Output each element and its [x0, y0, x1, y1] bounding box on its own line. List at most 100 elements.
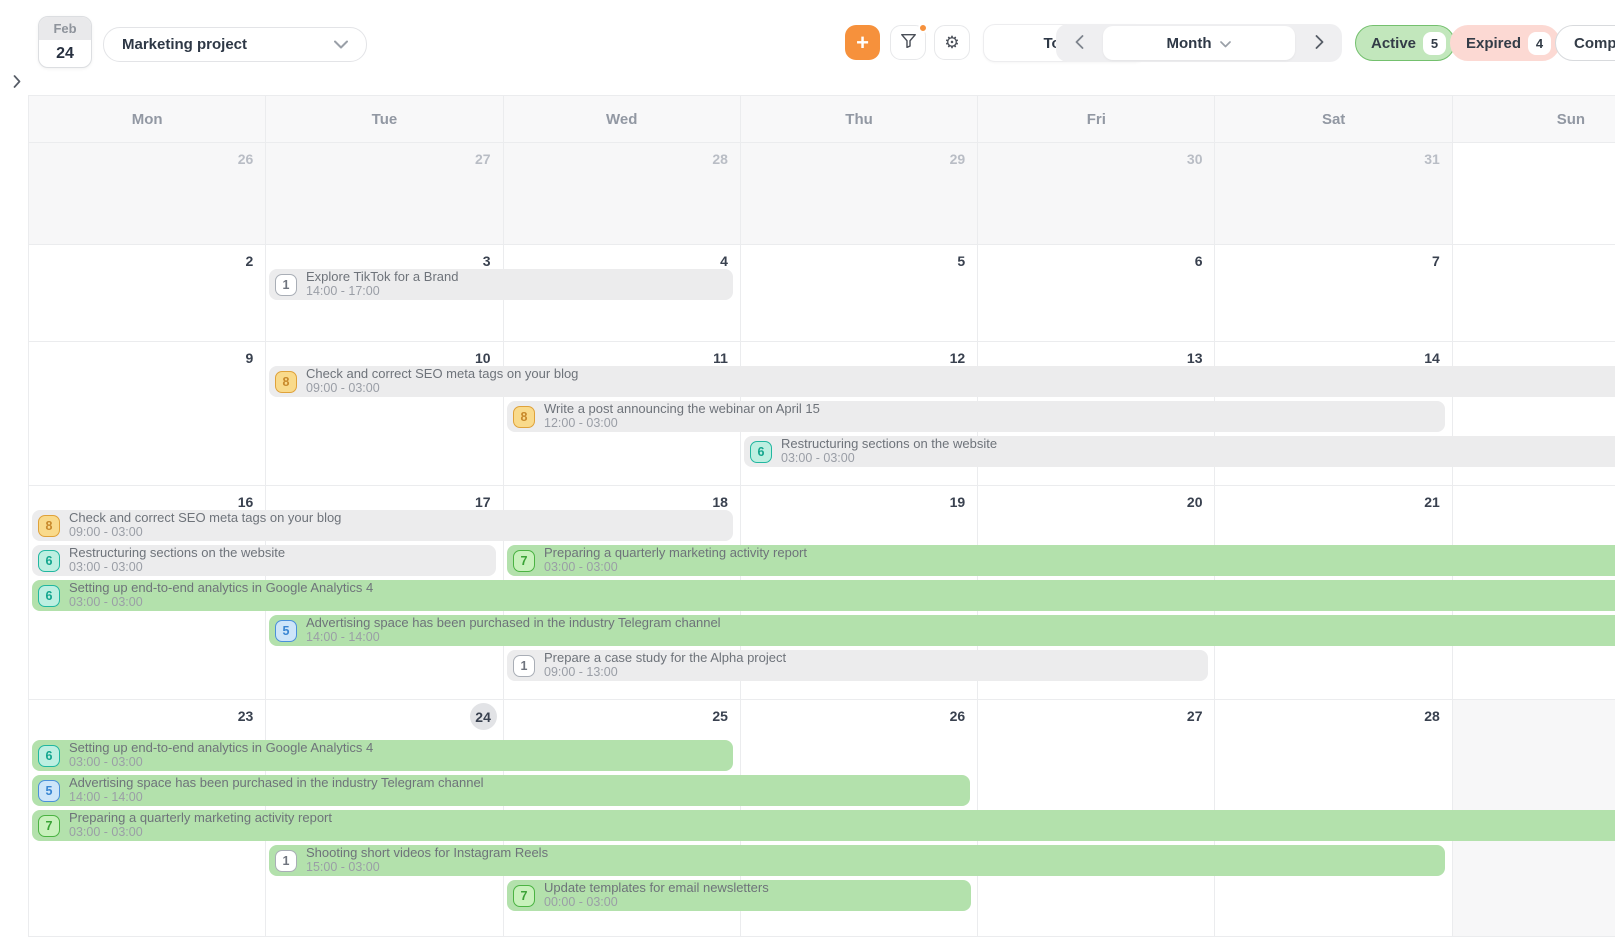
view-mode-select[interactable]: Month [1103, 26, 1295, 60]
event-title: Advertising space has been purchased in … [69, 776, 484, 791]
event-title: Restructuring sections on the website [781, 437, 998, 452]
day-number: 3 [482, 253, 491, 269]
event-number-badge: 5 [275, 619, 297, 642]
day-number: 6 [1194, 253, 1203, 269]
day-cell[interactable]: 27 [266, 143, 504, 245]
event-bar[interactable]: 5 Advertising space has been purchased i… [32, 775, 970, 806]
weekday-tue: Tue [266, 96, 504, 142]
event-title: Write a post announcing the webinar on A… [544, 402, 820, 417]
day-number: 29 [949, 151, 966, 167]
day-cell[interactable]: 28 [503, 143, 741, 245]
plus-icon: + [856, 29, 869, 55]
filter-pill-active[interactable]: Active 5 [1355, 25, 1456, 61]
day-number: 27 [475, 151, 491, 167]
event-time: 12:00 - 03:00 [544, 416, 618, 431]
event-time: 09:00 - 03:00 [306, 381, 380, 396]
event-bar[interactable]: 7 Preparing a quarterly marketing activi… [32, 810, 1615, 841]
add-task-button[interactable]: + [845, 25, 880, 60]
chevron-left-icon [1075, 34, 1084, 52]
weekday-thu: Thu [741, 96, 979, 142]
day-number: 30 [1186, 151, 1203, 167]
filter-pill-expired[interactable]: Expired 4 [1450, 25, 1561, 61]
day-number: 21 [1424, 494, 1440, 510]
event-number-badge: 8 [513, 405, 535, 428]
day-cell[interactable]: 9 [29, 342, 267, 486]
day-cell[interactable] [1452, 143, 1615, 245]
event-title: Setting up end-to-end analytics in Googl… [69, 741, 374, 756]
weekday-header-row: Mon Tue Wed Thu Fri Sat Sun [29, 95, 1615, 143]
event-time: 03:00 - 03:00 [69, 595, 143, 610]
project-select[interactable]: Marketing project [103, 27, 367, 62]
event-bar[interactable]: 6 Setting up end-to-end analytics in Goo… [32, 740, 733, 771]
day-number: 28 [1424, 708, 1440, 724]
event-bar[interactable]: 7 Update templates for email newsletters… [507, 880, 971, 911]
day-number: 5 [957, 253, 966, 269]
day-cell[interactable]: 6 [978, 245, 1216, 342]
event-time: 03:00 - 03:00 [781, 451, 855, 466]
event-title: Restructuring sections on the website [69, 546, 286, 561]
day-number: 23 [237, 708, 254, 724]
event-title: Preparing a quarterly marketing activity… [69, 811, 333, 826]
event-bar[interactable]: 7 Preparing a quarterly marketing activi… [507, 545, 1615, 576]
event-bar[interactable]: 8 Check and correct SEO meta tags on you… [269, 366, 1615, 397]
event-number-badge: 8 [38, 514, 60, 537]
event-number-badge: 1 [513, 654, 535, 677]
event-number-badge: 6 [750, 440, 772, 463]
event-bar[interactable]: 6 Setting up end-to-end analytics in Goo… [32, 580, 1615, 611]
day-cell[interactable]: 29 [740, 143, 979, 245]
day-cell[interactable] [1452, 245, 1615, 342]
event-bar[interactable]: 1 Prepare a case study for the Alpha pro… [507, 650, 1208, 681]
event-time: 03:00 - 03:00 [544, 560, 618, 575]
event-bar[interactable]: 1 Shooting short videos for Instagram Re… [269, 845, 1445, 876]
chevron-down-icon [1220, 35, 1232, 52]
event-bar[interactable]: 8 Write a post announcing the webinar on… [507, 401, 1445, 432]
day-cell[interactable]: 2 [29, 245, 267, 342]
day-number: 26 [237, 151, 254, 167]
day-cell[interactable]: 31 [1215, 143, 1453, 245]
week-row: 23 24 25 26 27 28 6 Setting up end-to-en… [29, 700, 1615, 937]
event-number-badge: 8 [275, 370, 297, 393]
filter-button[interactable] [890, 23, 928, 60]
event-bar[interactable]: 6 Restructuring sections on the website … [744, 436, 1615, 467]
event-title: Check and correct SEO meta tags on your … [69, 511, 342, 526]
period-navigator: Month [1056, 24, 1342, 62]
filter-pill-completed[interactable]: Completed [1555, 25, 1615, 61]
day-number: 14 [1424, 350, 1440, 366]
event-bar[interactable]: 6 Restructuring sections on the website … [32, 545, 496, 576]
sidebar-expand-button[interactable] [6, 72, 28, 94]
day-number: 19 [949, 494, 966, 510]
day-cell[interactable]: 26 [29, 143, 267, 245]
today-number: 24 [469, 703, 497, 730]
day-number: 13 [1186, 350, 1203, 366]
chevron-right-icon [1315, 34, 1324, 52]
day-number: 7 [1431, 253, 1440, 269]
event-time: 15:00 - 03:00 [306, 860, 380, 875]
day-cell[interactable]: 5 [740, 245, 979, 342]
event-number-badge: 5 [38, 779, 60, 802]
event-bar[interactable]: 5 Advertising space has been purchased i… [269, 615, 1615, 646]
gear-icon: ⚙ [944, 33, 960, 52]
weekday-wed: Wed [504, 96, 741, 142]
settings-button[interactable]: ⚙ [934, 25, 970, 60]
event-bar[interactable]: 8 Check and correct SEO meta tags on you… [32, 510, 733, 541]
event-time: 14:00 - 17:00 [306, 284, 380, 299]
day-cell[interactable]: 10 [266, 342, 504, 486]
event-bar[interactable]: 1 Explore TikTok for a Brand 14:00 - 17:… [269, 269, 733, 300]
event-time: 09:00 - 03:00 [69, 525, 143, 540]
day-number: 12 [949, 350, 966, 366]
event-time: 09:00 - 13:00 [544, 665, 618, 680]
day-number: 18 [712, 494, 728, 510]
next-period-button[interactable] [1296, 24, 1342, 62]
event-number-badge: 6 [38, 584, 60, 607]
month-calendar: Mon Tue Wed Thu Fri Sat Sun 26 27 28 29 … [28, 95, 1615, 937]
day-cell[interactable]: 30 [978, 143, 1216, 245]
chevron-down-icon [334, 36, 348, 53]
event-time: 03:00 - 03:00 [69, 825, 143, 840]
event-title: Check and correct SEO meta tags on your … [306, 367, 579, 382]
project-select-value: Marketing project [122, 36, 248, 53]
current-month-label: Feb [39, 17, 91, 40]
weekday-sun: Sun [1453, 96, 1615, 142]
weekday-mon: Mon [29, 96, 267, 142]
day-cell[interactable]: 7 [1215, 245, 1453, 342]
prev-period-button[interactable] [1056, 24, 1102, 62]
